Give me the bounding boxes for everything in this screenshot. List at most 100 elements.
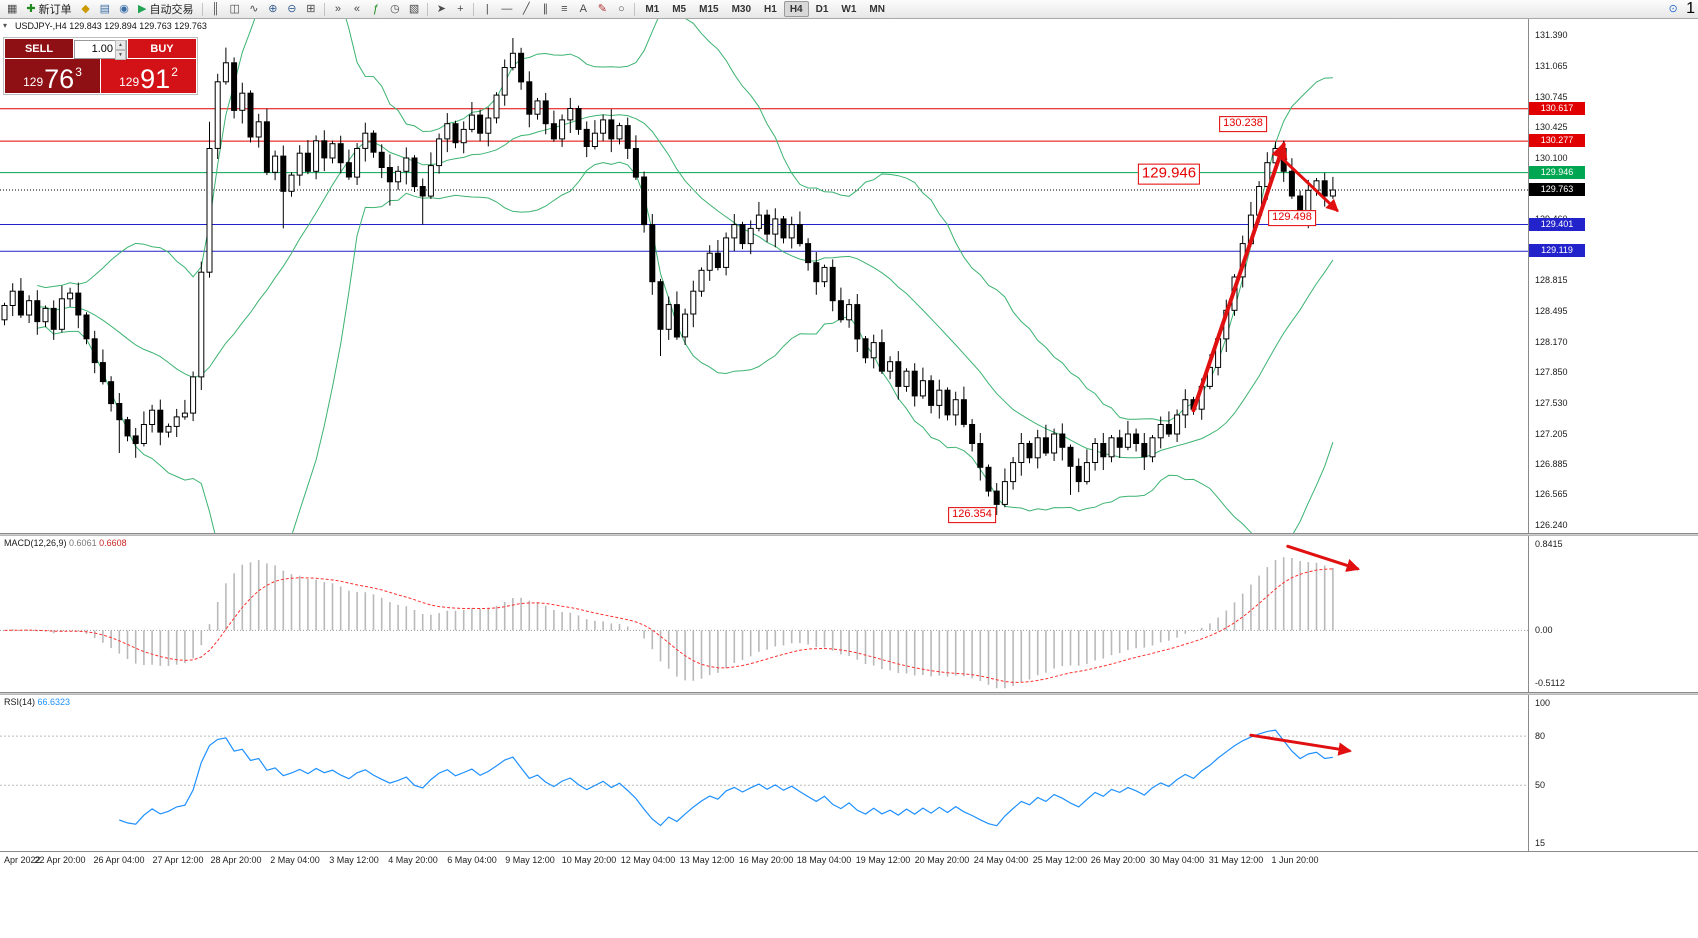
sell-button[interactable]: SELL [5,39,73,58]
one-click-toggle-icon[interactable]: ▾ [3,21,8,30]
price-tick: 131.065 [1535,61,1568,71]
trend-arrow[interactable] [1278,154,1339,213]
timeframe-m15[interactable]: M15 [693,1,724,17]
zoom-out-icon[interactable]: ⊖ [283,1,301,17]
price-line-label[interactable]: 129.401 [1529,218,1585,231]
main-chart-panel [0,19,1528,533]
play-icon: ▶ [138,2,147,15]
timeframe-h1[interactable]: H1 [758,1,783,17]
volume-down-icon[interactable]: ▼ [115,50,126,60]
timeframe-d1[interactable]: D1 [810,1,835,17]
zoom-in-icon[interactable]: ⊕ [264,1,282,17]
timeframe-m1[interactable]: M1 [639,1,665,17]
trendline-icon[interactable]: ╱ [517,1,535,17]
time-label: 27 Apr 12:00 [152,855,204,865]
rsi-canvas[interactable] [0,695,1528,851]
main-chart-canvas[interactable] [0,19,1528,533]
fibonacci-icon[interactable]: ≡ [555,1,573,17]
time-label: 24 May 04:00 [973,855,1029,865]
time-label: 30 May 04:00 [1149,855,1205,865]
volume-field: ▲ ▼ [74,39,127,60]
buy-button[interactable]: BUY [128,39,196,58]
print-icon[interactable]: ▤ [96,1,114,17]
symbol-period-label: USDJPY-,H4 [15,21,67,31]
macd-tick: -0.5112 [1535,678,1565,688]
buy-price-prefix: 129 [119,75,140,89]
macd-arrow[interactable] [1286,544,1361,572]
panel-separator[interactable] [0,533,1698,536]
price-line-label[interactable]: 129.119 [1529,244,1585,257]
volume-input[interactable] [74,39,127,59]
time-axis[interactable]: Apr 2022 22 Apr 20:00 26 Apr 04:00 27 Apr 1… [0,851,1698,869]
templates-icon[interactable]: ▧ [405,1,423,17]
rsi-panel [0,695,1528,851]
price-line-label[interactable]: 130.617 [1529,102,1585,115]
crosshair-icon[interactable]: + [451,1,469,17]
price-line-label[interactable]: 129.946 [1529,166,1585,179]
macd-canvas[interactable] [0,536,1528,692]
auto-scroll-icon[interactable]: » [329,1,347,17]
new-order-button[interactable]: ✚ 新订单 [22,1,75,17]
time-label: 16 May 20:00 [738,855,794,865]
price-tick: 126.885 [1535,459,1568,469]
tile-windows-icon[interactable]: ⊞ [302,1,320,17]
time-label: 28 Apr 20:00 [210,855,262,865]
sell-price-sup: 3 [75,65,82,79]
time-label: 1 Jun 20:00 [1271,855,1319,865]
chart-shift-icon[interactable]: « [348,1,366,17]
candlestick-chart-icon[interactable]: ◫ [226,1,244,17]
one-click-trading-panel: SELL ▲ ▼ BUY 129 76 3 129 91 2 [3,37,198,95]
price-tick: 126.565 [1535,489,1568,499]
periods-icon[interactable]: ◷ [386,1,404,17]
macd-main-value: 0.6061 [69,538,97,548]
autotrading-button[interactable]: ▶ 自动交易 [134,1,197,17]
bar-chart-icon[interactable]: ║ [207,1,225,17]
time-label: 31 May 12:00 [1208,855,1264,865]
rsi-tick: 50 [1535,780,1546,790]
trend-arrow[interactable] [1191,141,1288,413]
channel-icon[interactable]: ∥ [536,1,554,17]
main-price-axis[interactable]: 131.390 131.065 130.745 130.425 130.100 129.7… [1528,19,1698,533]
preview-icon[interactable]: ◉ [115,1,133,17]
horizontal-line-icon[interactable]: — [497,1,516,17]
price-line-label[interactable]: 130.277 [1529,134,1585,147]
toolbar-separator [473,2,475,16]
time-label: Apr 2022 [4,855,41,865]
sell-price[interactable]: 129 76 3 [5,59,100,93]
timeframe-m5[interactable]: M5 [666,1,692,17]
alert-diamond-icon[interactable]: ◆ [77,1,95,17]
bottom-empty-area [0,869,1698,938]
volume-spinner: ▲ ▼ [115,40,126,60]
price-tick: 128.495 [1535,306,1568,316]
panel-separator[interactable] [0,692,1698,695]
price-tick: 126.240 [1535,520,1568,530]
charts-grid-icon[interactable]: ▦ [3,1,21,17]
macd-axis[interactable]: 0.8415 0.00 -0.5112 [1528,536,1698,692]
vertical-line-icon[interactable]: | [478,1,496,17]
macd-tick: 0.8415 [1535,539,1563,549]
sell-price-prefix: 129 [23,75,44,89]
timeframe-m30[interactable]: M30 [726,1,757,17]
arrows-icon[interactable]: ✎ [593,1,611,17]
rsi-axis[interactable]: 100 80 50 15 [1528,695,1698,851]
timeframe-mn[interactable]: MN [863,1,891,17]
price-line-label[interactable]: 129.763 [1529,183,1585,196]
bb-lower [37,161,1334,533]
text-icon[interactable]: A [574,1,592,17]
bb-middle [37,114,1334,459]
chart-ohlc-title: USDJPY-,H4 129.843 129.894 129.763 129.7… [15,21,207,31]
buy-price-big: 91 [140,64,171,94]
line-chart-icon[interactable]: ∿ [245,1,263,17]
timeframe-w1[interactable]: W1 [835,1,862,17]
cursor-icon[interactable]: ➤ [432,1,450,17]
shapes-icon[interactable]: ○ [612,1,630,17]
search-icon[interactable]: ⊙ [1664,1,1682,17]
indicators-icon[interactable]: ƒ [367,1,385,17]
rsi-arrow[interactable] [1249,733,1352,756]
timeframe-h4[interactable]: H4 [783,1,809,17]
rsi-value: 66.6323 [37,697,71,707]
volume-up-icon[interactable]: ▲ [115,40,126,50]
time-label: 26 May 20:00 [1090,855,1146,865]
time-label: 18 May 04:00 [796,855,852,865]
buy-price[interactable]: 129 91 2 [101,59,196,93]
